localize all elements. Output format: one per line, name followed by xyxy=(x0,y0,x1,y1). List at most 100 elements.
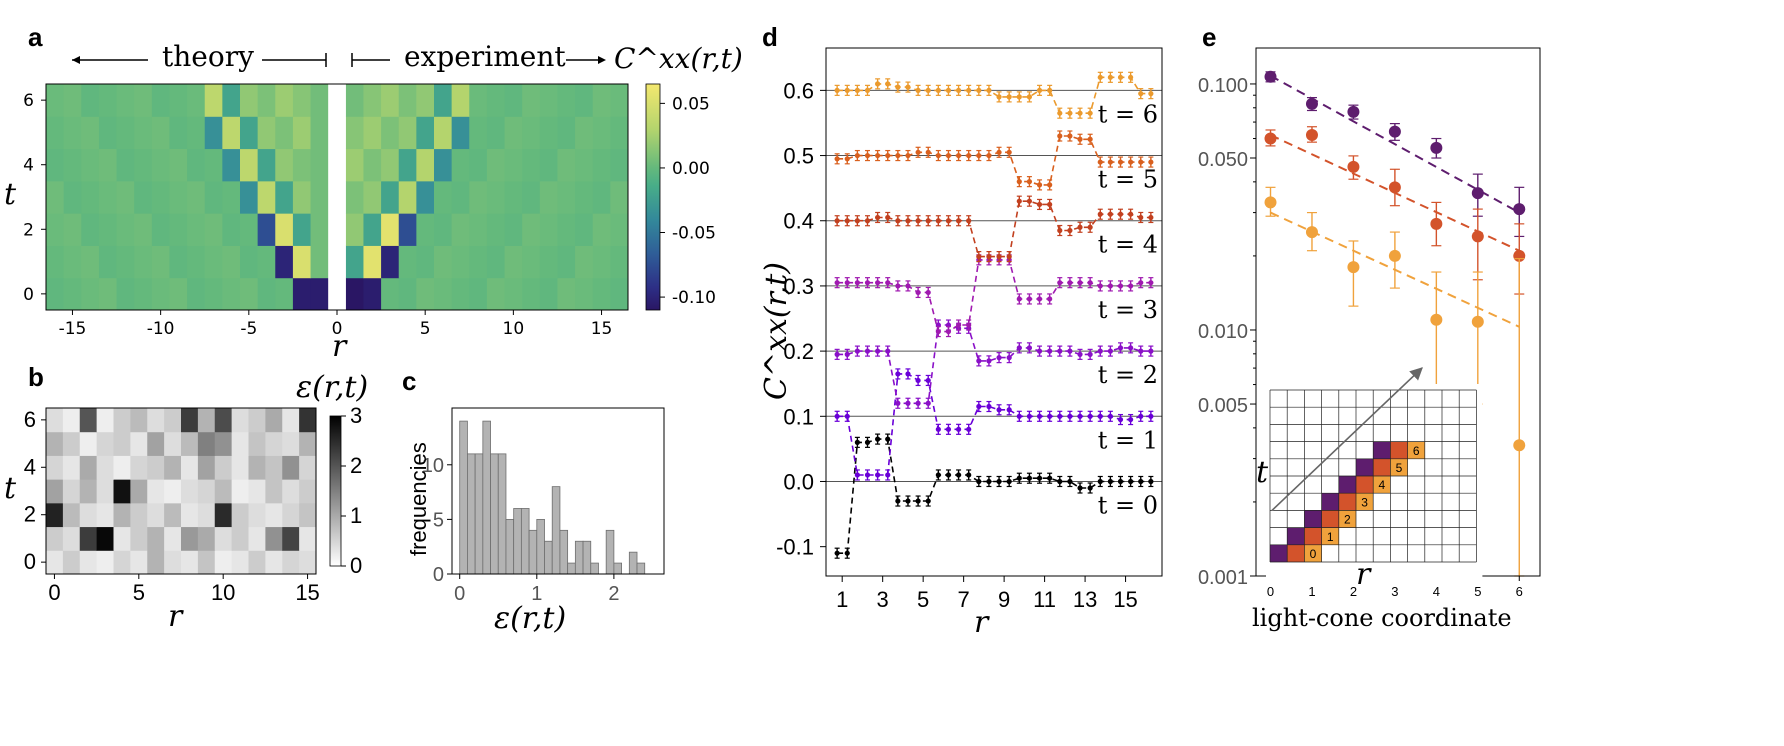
heatmap-a-cell xyxy=(310,277,329,311)
data-point xyxy=(1128,478,1134,485)
data-point xyxy=(854,472,860,478)
heatmap-a-cell xyxy=(169,245,188,279)
heatmap-b-cell xyxy=(265,526,283,551)
data-point xyxy=(1067,413,1073,419)
data-point xyxy=(955,426,962,432)
heatmap-a-cell xyxy=(451,245,470,279)
heatmap-a-cell xyxy=(363,277,382,311)
heatmap-a-cell xyxy=(592,245,611,279)
heatmap-b-cell xyxy=(147,526,165,551)
data-point xyxy=(996,355,1002,361)
data-point xyxy=(1006,407,1012,413)
heatmap-b-cell xyxy=(231,526,250,551)
data-point xyxy=(834,280,840,286)
heatmap-a-cell xyxy=(63,180,82,214)
heatmap-a-cell xyxy=(469,277,488,311)
heatmap-a-cell xyxy=(469,148,488,182)
histogram-c-bar xyxy=(467,453,476,575)
scatter-e-ytick-label: 0.005 xyxy=(1198,395,1248,417)
heatmap-a-cell xyxy=(116,116,135,150)
heatmap-b-cell xyxy=(197,455,216,480)
data-point xyxy=(1016,94,1022,100)
heatmap-a-cell xyxy=(257,180,276,214)
heatmap-a-cell xyxy=(522,148,541,182)
data-point xyxy=(1097,159,1103,165)
heatmap-a-cell xyxy=(310,213,329,246)
data-point xyxy=(895,400,901,406)
heatmap-a-cell xyxy=(81,277,100,311)
heatmap-a-cell xyxy=(416,180,435,214)
data-point xyxy=(1513,203,1526,216)
inset-cell-label: 6 xyxy=(1413,444,1420,458)
heatmap-a-cell xyxy=(169,277,188,311)
data-point xyxy=(1047,475,1053,481)
data-point xyxy=(915,498,921,504)
scatter-e xyxy=(1264,70,1526,577)
heatmap-a-cell xyxy=(504,245,523,279)
heatmap-a-cell xyxy=(204,84,223,117)
data-point xyxy=(1138,348,1144,354)
data-point xyxy=(885,152,891,159)
heatmap-b-xtick-label: 0 xyxy=(48,580,60,605)
heatmap-a-cell xyxy=(416,245,435,279)
heatmap-a-cell xyxy=(398,84,417,117)
data-point xyxy=(1513,439,1526,452)
data-point xyxy=(885,81,891,87)
data-point xyxy=(844,280,850,286)
heatmap-b-cell xyxy=(265,502,283,528)
data-point xyxy=(1067,478,1073,485)
scatter-e-xtick-label: 2 xyxy=(1350,584,1357,599)
data-point xyxy=(844,550,850,556)
data-point xyxy=(1138,413,1144,419)
scatter-e-xtick-label: 3 xyxy=(1391,584,1398,599)
heatmap-a-cell xyxy=(134,245,153,279)
heatmap-b-cell xyxy=(214,502,233,528)
inset-cell xyxy=(1356,476,1374,494)
series-label-t0: t = 0 xyxy=(1098,491,1158,519)
colorbar-b-tick-label: 0 xyxy=(350,553,362,578)
heatmap-a-cell xyxy=(416,148,435,182)
histogram-c-bar xyxy=(536,518,545,575)
data-point xyxy=(1016,296,1022,302)
data-point xyxy=(986,253,992,260)
data-point xyxy=(1047,348,1053,354)
data-point xyxy=(996,253,1002,260)
data-point xyxy=(1077,351,1083,357)
data-point xyxy=(864,472,871,478)
heatmap-b-cell xyxy=(181,526,199,551)
panel-d-label: d xyxy=(762,22,778,52)
heatmap-a-xtick-label: 0 xyxy=(332,319,343,339)
heatmap-a-cell xyxy=(240,116,259,150)
heatmap-a-cell xyxy=(116,180,135,214)
heatmap-b-ytick-label: 6 xyxy=(24,407,36,432)
data-point xyxy=(986,152,992,159)
data-point xyxy=(1264,132,1277,145)
heatmap-b-cell xyxy=(147,502,165,528)
heatmap-a-cell xyxy=(81,180,100,214)
data-point xyxy=(1057,413,1063,419)
heatmap-a-cell xyxy=(257,116,276,150)
line-chart-d-ytick-label: 0.1 xyxy=(783,404,814,429)
inset-cell-label: 3 xyxy=(1361,495,1368,509)
heatmap-b-cell xyxy=(248,431,266,456)
heatmap-a-cell xyxy=(522,277,541,311)
heatmap-b-cell xyxy=(130,526,148,551)
data-point xyxy=(1305,97,1318,110)
data-point xyxy=(1128,283,1134,289)
colorbar-a-tick-label: 0.05 xyxy=(672,94,710,114)
histogram-c-bar xyxy=(474,453,484,575)
heatmap-b-cell xyxy=(214,550,233,575)
data-point xyxy=(854,439,860,445)
data-point xyxy=(905,498,911,504)
histogram-c-bar xyxy=(551,486,561,575)
heatmap-a-cell xyxy=(486,116,506,150)
heatmap-a-ytick-label: 4 xyxy=(23,156,34,176)
heatmap-a-cell xyxy=(310,245,329,279)
heatmap-a-cell xyxy=(204,116,223,150)
data-point xyxy=(1148,159,1154,165)
scatter-e-ytick-label: 0.010 xyxy=(1198,321,1248,343)
data-point xyxy=(875,280,881,286)
heatmap-a-cell xyxy=(416,116,435,150)
heatmap-a-cell xyxy=(416,277,435,311)
